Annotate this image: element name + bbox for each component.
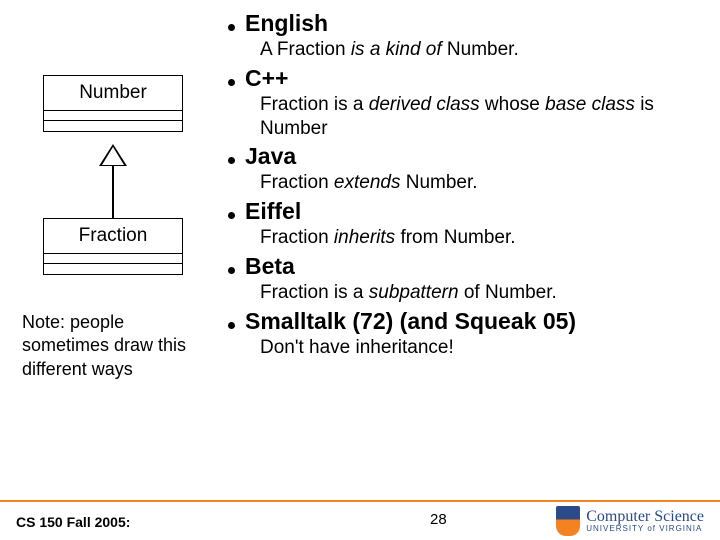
language-item: JavaFraction extends Number.: [228, 143, 702, 195]
arrow-line: [112, 166, 114, 218]
text-part: extends: [334, 172, 401, 193]
bullet-row: English: [228, 10, 702, 37]
diagram-note: Note: people sometimes draw this differe…: [18, 311, 208, 381]
text-part: is a kind of: [351, 39, 442, 60]
uml-child-box: Fraction: [43, 218, 183, 275]
language-name: Smalltalk (72) (and Squeak 05): [245, 308, 576, 335]
inheritance-arrow: [43, 144, 183, 218]
bullet-row: Java: [228, 143, 702, 170]
bullet-row: Beta: [228, 253, 702, 280]
text-part: from Number.: [395, 227, 515, 248]
uml-child-name: Fraction: [44, 219, 182, 254]
arrow-head-icon: [99, 144, 127, 166]
text-part: Don't have inheritance!: [260, 337, 454, 358]
language-name: Java: [245, 143, 296, 170]
bullet-row: Smalltalk (72) (and Squeak 05): [228, 308, 702, 335]
text-part: Fraction: [260, 227, 334, 248]
footer-page-number: 28: [430, 511, 447, 528]
language-description: Fraction extends Number.: [260, 171, 702, 195]
slide-content: Number Fraction Note: people sometimes d…: [18, 10, 702, 381]
language-item: C++Fraction is a derived class whose bas…: [228, 65, 702, 141]
bullet-icon: [228, 24, 235, 31]
uml-parent-name: Number: [44, 76, 182, 111]
uml-section: [44, 121, 182, 131]
bullet-row: C++: [228, 65, 702, 92]
footer-logo: Computer Science UNIVERSITY of VIRGINIA: [556, 506, 704, 536]
language-name: English: [245, 10, 328, 37]
text-part: A Fraction: [260, 39, 351, 60]
language-item: Smalltalk (72) (and Squeak 05)Don't have…: [228, 308, 702, 360]
text-part: Number.: [400, 172, 477, 193]
language-description: Don't have inheritance!: [260, 336, 702, 360]
language-description: Fraction inherits from Number.: [260, 226, 702, 250]
language-description: Fraction is a derived class whose base c…: [260, 93, 702, 141]
slide-footer: CS 150 Fall 2005: 28 Computer Science UN…: [0, 500, 720, 540]
language-item: BetaFraction is a subpattern of Number.: [228, 253, 702, 305]
text-part: whose: [480, 94, 545, 115]
text-part: Fraction is a: [260, 94, 369, 115]
bullet-icon: [228, 212, 235, 219]
logo-sub-text: UNIVERSITY of VIRGINIA: [586, 525, 704, 533]
uml-parent-box: Number: [43, 75, 183, 132]
uml-section: [44, 254, 182, 264]
language-item: EnglishA Fraction is a kind of Number.: [228, 10, 702, 62]
left-column: Number Fraction Note: people sometimes d…: [18, 10, 208, 381]
language-name: C++: [245, 65, 288, 92]
bullet-icon: [228, 267, 235, 274]
language-name: Eiffel: [245, 198, 301, 225]
uml-section: [44, 111, 182, 121]
text-part: inherits: [334, 227, 395, 248]
bullet-icon: [228, 157, 235, 164]
text-part: Fraction is a: [260, 282, 369, 303]
footer-course: CS 150 Fall 2005:: [16, 514, 130, 530]
language-list: EnglishA Fraction is a kind of Number.C+…: [228, 10, 702, 359]
bullet-icon: [228, 322, 235, 329]
text-part: of Number.: [459, 282, 557, 303]
text-part: base class: [545, 94, 635, 115]
text-part: subpattern: [369, 282, 459, 303]
bullet-icon: [228, 79, 235, 86]
text-part: Number.: [442, 39, 519, 60]
text-part: Fraction: [260, 172, 334, 193]
shield-icon: [556, 506, 580, 536]
logo-text: Computer Science UNIVERSITY of VIRGINIA: [586, 509, 704, 533]
right-column: EnglishA Fraction is a kind of Number.C+…: [228, 10, 702, 381]
language-description: Fraction is a subpattern of Number.: [260, 281, 702, 305]
language-item: EiffelFraction inherits from Number.: [228, 198, 702, 250]
logo-main-text: Computer Science: [586, 509, 704, 525]
language-description: A Fraction is a kind of Number.: [260, 38, 702, 62]
text-part: derived class: [369, 94, 480, 115]
bullet-row: Eiffel: [228, 198, 702, 225]
uml-section: [44, 264, 182, 274]
language-name: Beta: [245, 253, 295, 280]
